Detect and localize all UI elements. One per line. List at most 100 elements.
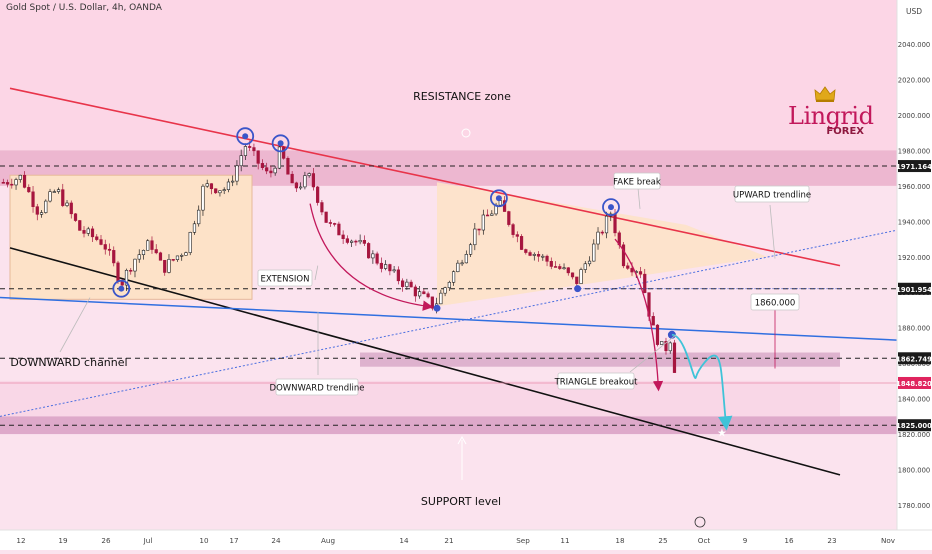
currency-label: USD (906, 7, 922, 16)
extension-leader (314, 265, 319, 281)
candle-body (553, 266, 558, 268)
candle-body (218, 190, 222, 194)
extension-label-box (257, 269, 313, 287)
price-tag-bg (898, 160, 931, 173)
candle-body (18, 174, 22, 180)
y-tick-label: 1980.000 (898, 147, 930, 155)
candle-body (558, 266, 562, 269)
candle-body (226, 181, 231, 190)
x-tick-label: Aug (321, 536, 335, 545)
candle-body (379, 262, 383, 269)
candle-body (73, 213, 78, 221)
crown-icon (814, 86, 836, 106)
touch-ring-channel-dot (118, 285, 125, 292)
price-tag-label: 1825.000 (896, 422, 932, 430)
candle-body (239, 155, 243, 167)
downward-trendline-label-box (275, 378, 359, 396)
upward-trendline-label: UPWARD trendline (733, 191, 811, 201)
target-price-label: 1860.000 (755, 299, 796, 309)
candle-body (269, 170, 273, 174)
resistance-trendline (9, 87, 841, 267)
price-tag-bg (898, 376, 931, 389)
candle-body (31, 191, 35, 207)
candle-body (418, 291, 422, 297)
triangle-breakout-label: TRIANGLE breakout (554, 378, 639, 388)
candle-body (205, 183, 209, 187)
candle-body (396, 269, 400, 282)
candle-body (579, 269, 583, 284)
candle-body (621, 244, 626, 267)
candle-body (201, 185, 205, 211)
price-tag-bg (898, 282, 931, 295)
fake-break-label: FAKE break (613, 178, 661, 188)
touch-ring-fake-break-dot (608, 204, 614, 211)
candle-body (214, 188, 218, 194)
x-tick-label: 16 (784, 536, 794, 545)
target-price-label-group: 1860.000 (750, 293, 800, 311)
candle-body (294, 182, 299, 189)
candle-body (10, 183, 14, 186)
price-tag-bg (898, 419, 931, 432)
candle-body (299, 186, 303, 189)
candle-body (519, 236, 524, 250)
candle-body (163, 259, 167, 273)
candle-body (426, 293, 430, 298)
channel-leader (59, 297, 91, 353)
candle-body (256, 150, 260, 164)
candle-body (443, 287, 447, 294)
candle-body (154, 249, 158, 254)
price-tag-label: 1862.749 (896, 355, 932, 363)
price-tag-label: 1848.820 (896, 380, 932, 388)
candle-body (388, 264, 392, 272)
candle-body (316, 186, 320, 203)
candle-body (570, 272, 575, 278)
candle-body (171, 259, 175, 261)
support-level-label: SUPPORT level (421, 495, 501, 508)
candle-body (447, 281, 451, 289)
candle-body (307, 173, 311, 176)
candle-body (392, 269, 396, 272)
downward-channel-line (9, 247, 841, 476)
price-tag-bg (898, 352, 931, 365)
candle-body (184, 252, 188, 256)
y-tick-label: 1820.000 (898, 431, 930, 439)
candle-body (22, 174, 27, 188)
x-tick-label: 24 (271, 536, 281, 545)
time-axis-bg (0, 530, 932, 550)
x-tick-label: 17 (229, 536, 238, 545)
candle-body (477, 228, 481, 231)
triangle-breakout-label-box (557, 372, 635, 390)
target-price-label-box (750, 293, 800, 311)
candle-body (320, 202, 324, 213)
y-tick-label: 2040.000 (898, 41, 930, 49)
extension-label-group: EXTENSION (257, 269, 313, 287)
candle-body (69, 202, 73, 215)
candle-body (345, 238, 349, 243)
upward-trendline-label-group: UPWARD trendline (733, 185, 811, 203)
x-tick-label: 21 (444, 536, 453, 545)
candle-body (141, 249, 146, 256)
candle-body (116, 262, 120, 282)
candle-body (324, 211, 328, 223)
extension-arrow (309, 203, 434, 311)
candle-body (78, 220, 82, 231)
candle-body (27, 187, 31, 193)
candle-body (638, 271, 643, 275)
candle-body (44, 200, 48, 213)
touch-ring-top-2-dot (277, 140, 284, 147)
y-tick-label: 1940.000 (898, 218, 930, 226)
candle-body (422, 291, 426, 295)
event-flag-icon (694, 516, 706, 528)
candle-body (375, 253, 379, 264)
candle-body (167, 259, 171, 273)
candle-body (481, 214, 485, 231)
candle-body (14, 179, 18, 186)
candle-body (1, 182, 5, 184)
candle-body (350, 240, 354, 243)
candle-body (507, 211, 511, 225)
candle-body (282, 146, 286, 159)
candle-body (587, 260, 592, 265)
candle-body (61, 189, 65, 206)
